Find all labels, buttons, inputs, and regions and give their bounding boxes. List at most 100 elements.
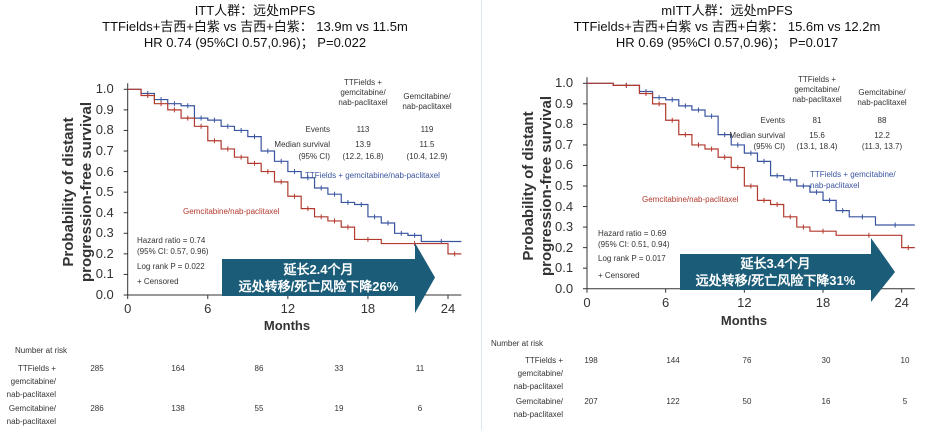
y-label-line: Probability of distant: [520, 111, 537, 261]
banner-line: 远处转移/死亡风险下降26%: [238, 278, 399, 294]
series-label: TTFields + gemcitabine/nab-paclitaxel: [305, 171, 440, 180]
y-tick-label: 0.0: [95, 287, 114, 302]
series-label: Gemcitabine/nab-paclitaxel: [183, 207, 280, 216]
x-tick-label: 24: [894, 294, 909, 310]
title-line: TTFields+吉西+白紫 vs 吉西+白紫： 13.9m vs 11.5m: [102, 19, 408, 34]
risk-row-label: nab-paclitaxel: [6, 417, 56, 426]
risk-value: 286: [90, 404, 104, 413]
ci-label: (95% CI): [753, 142, 785, 151]
legend-header-control: nab-paclitaxel: [857, 98, 907, 107]
log-rank-p: Log rank P = 0.017: [598, 254, 666, 263]
y-tick-label: 0.7: [555, 136, 574, 152]
risk-value: 86: [254, 364, 264, 373]
y-axis-label: Probability of distant progression-free s…: [60, 82, 96, 302]
title-line: HR 0.69 (95%CI 0.57,0.96)； P=0.017: [615, 35, 839, 50]
x-tick-label: 18: [360, 301, 376, 316]
log-rank-p: Log rank P = 0.022: [137, 262, 205, 271]
legend-header-ttfields: gemcitabine/: [340, 88, 386, 97]
y-tick-label: 0.1: [95, 266, 114, 282]
y-tick-label: 0.0: [555, 280, 574, 296]
legend-header-control: Gemcitabine/: [403, 92, 451, 101]
y-label-line: Probability of distant: [60, 117, 77, 267]
risk-value: 285: [90, 364, 104, 373]
title-line: mITT人群：远处mPFS: [661, 3, 793, 18]
legend-header-control: nab-paclitaxel: [402, 102, 452, 111]
events-label: Events: [760, 116, 785, 125]
number-at-risk-title: Number at risk: [491, 339, 544, 348]
median-value: 13.9: [355, 140, 371, 149]
title-line: TTFields+吉西+白紫 vs 吉西+白紫： 15.6m vs 12.2m: [573, 19, 881, 34]
x-tick-label: 24: [440, 301, 456, 316]
median-label: Median survival: [729, 131, 785, 140]
y-tick-label: 0.8: [555, 116, 574, 132]
hazard-ratio-ci: (95% CI: 0.51, 0.94): [598, 240, 670, 249]
legend-header-ttfields: TTFields +: [797, 75, 837, 84]
x-tick-label: 12: [737, 294, 752, 310]
y-tick-label: 0.3: [95, 225, 114, 241]
y-tick-label: 0.1: [555, 260, 574, 276]
risk-value: 55: [254, 404, 264, 413]
ci-label: (95% CI): [298, 152, 330, 161]
risk-row-label: TTFields +: [17, 364, 56, 373]
x-tick-label: 6: [204, 301, 212, 316]
series-label: Gemcitabine/nab-paclitaxel: [642, 195, 739, 204]
x-tick-label: 12: [280, 301, 296, 316]
y-tick-label: 0.5: [555, 178, 574, 193]
median-value: 11.5: [419, 140, 435, 149]
hazard-ratio: Hazard ratio = 0.69: [598, 229, 667, 238]
legend-header-ttfields: gemcitabine/: [794, 85, 840, 94]
events-value: 119: [420, 125, 434, 134]
y-tick-label: 0.4: [555, 198, 574, 214]
x-tick-label: 0: [124, 301, 132, 316]
x-tick-label: 6: [662, 294, 670, 310]
risk-row-label: TTFields +: [524, 356, 563, 365]
risk-value: 144: [666, 356, 680, 365]
events-value: 81: [812, 116, 822, 125]
ci-value: (12.2, 16.8): [342, 152, 384, 161]
y-tick-label: 0.3: [555, 219, 574, 235]
x-tick-label: 0: [583, 294, 591, 310]
ci-value: (10.4, 12.9): [406, 152, 448, 161]
x-axis-label: Months: [263, 318, 311, 333]
risk-value: 16: [821, 397, 831, 406]
km-curve-control: [587, 82, 915, 249]
risk-value: 138: [171, 404, 185, 413]
risk-row-label: nab-paclitaxel: [513, 410, 563, 419]
left-title: ITT人群：远处mPFS TTFields+吉西+白紫 vs 吉西+白紫： 13…: [20, 3, 490, 51]
banner-text: 延长3.4个月 远处转移/死亡风险下降31%: [680, 255, 871, 289]
risk-value: 198: [584, 356, 598, 365]
events-value: 113: [356, 125, 370, 134]
median-value: 12.2: [874, 131, 890, 140]
risk-value: 50: [742, 397, 752, 406]
y-tick-label: 0.2: [555, 239, 574, 255]
banner-text: 延长2.4个月 远处转移/死亡风险下降26%: [222, 261, 415, 295]
banner-arrow: [222, 243, 435, 313]
series-label: TTFields + gemcitabine/: [810, 170, 896, 179]
banner-line: 延长3.4个月: [740, 256, 811, 271]
censored-legend: + Censored: [137, 277, 179, 286]
km-curve-ttfields: [127, 88, 462, 243]
ci-value: (13.1, 18.4): [796, 142, 838, 151]
censored-legend: + Censored: [598, 271, 640, 280]
legend-header-control: Gemcitabine/: [858, 88, 906, 97]
y-tick-label: 0.6: [555, 157, 574, 173]
median-value: 15.6: [809, 131, 825, 140]
ci-value: (11.3, 13.7): [861, 142, 903, 151]
x-tick-label: 18: [815, 294, 831, 310]
y-label-line: progression-free survival: [78, 102, 95, 283]
banner-arrow: [680, 238, 895, 302]
risk-value: 164: [171, 364, 185, 373]
right-title: mITT人群：远处mPFS TTFields+吉西+白紫 vs 吉西+白紫： 1…: [492, 3, 936, 51]
risk-value: 5: [902, 397, 908, 406]
hazard-ratio: Hazard ratio = 0.74: [137, 236, 206, 245]
risk-row-label: gemcitabine/: [517, 369, 563, 378]
risk-row-label: nab-paclitaxel: [513, 382, 563, 391]
legend-header-ttfields: TTFields +: [343, 78, 383, 87]
y-tick-label: 0.9: [555, 95, 574, 111]
risk-row-label: Gemcitabine/: [8, 404, 56, 413]
risk-row-label: nab-paclitaxel: [6, 390, 56, 399]
y-tick-label: 0.2: [95, 245, 114, 261]
risk-value: 207: [584, 397, 598, 406]
